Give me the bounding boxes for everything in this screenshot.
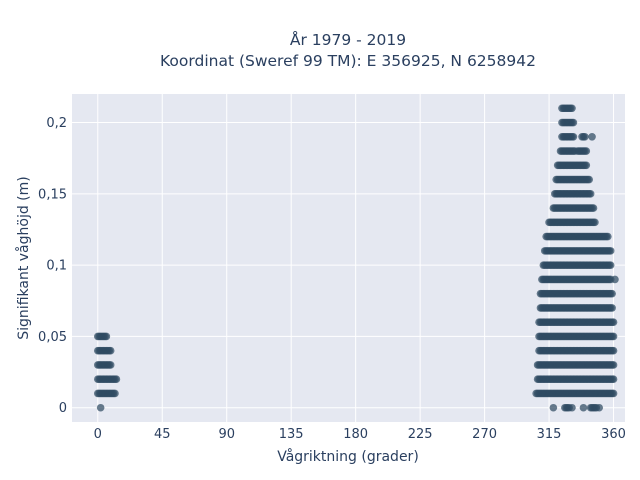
data-point	[609, 318, 618, 326]
data-point	[106, 346, 115, 355]
data-point	[609, 389, 618, 398]
data-point	[608, 289, 616, 298]
data-point	[589, 204, 598, 212]
x-axis-title: Vågriktning (grader)	[277, 448, 419, 465]
data-point	[606, 247, 615, 255]
x-tick-label: 45	[154, 427, 171, 442]
data-point	[102, 332, 111, 341]
y-tick-label: 0,15	[38, 187, 67, 202]
data-point	[96, 403, 105, 412]
plot-area	[72, 94, 625, 422]
x-tick-label: 0	[94, 427, 102, 442]
data-point	[586, 190, 595, 198]
chart-title-line-1: År 1979 - 2019	[290, 30, 406, 49]
data-point	[611, 275, 619, 284]
y-tick-label: 0	[59, 401, 67, 416]
data-point	[588, 132, 596, 141]
x-tick-label: 360	[601, 427, 626, 442]
data-point	[606, 261, 615, 269]
data-point	[595, 403, 604, 412]
x-tick-label: 270	[472, 427, 497, 442]
x-tick-label: 90	[218, 427, 235, 442]
x-axis-ticks: 0 45 90 135 180 225 270 315 360	[94, 427, 626, 442]
data-point	[568, 104, 576, 113]
data-point	[591, 218, 599, 227]
data-points	[93, 104, 619, 412]
x-tick-label: 315	[537, 427, 562, 442]
data-point	[112, 375, 121, 384]
grid-lines	[72, 94, 625, 422]
data-point	[609, 346, 618, 355]
data-point	[604, 232, 612, 241]
data-point	[111, 389, 119, 398]
data-point	[579, 403, 588, 412]
data-point	[608, 304, 616, 312]
data-point	[569, 132, 578, 141]
chart-title-line-2: Koordinat (Sweref 99 TM): E 356925, N 62…	[160, 52, 536, 70]
y-tick-label: 0,05	[38, 330, 67, 345]
data-point	[609, 375, 618, 384]
x-tick-label: 135	[279, 427, 304, 442]
data-point	[585, 175, 593, 184]
x-tick-label: 225	[408, 427, 433, 442]
y-tick-label: 0,1	[46, 259, 67, 274]
data-point	[549, 403, 558, 412]
data-point	[609, 361, 618, 369]
y-axis-title: Signifikant våghöjd (m)	[15, 176, 32, 339]
data-point	[582, 161, 591, 170]
data-point	[106, 361, 115, 369]
y-axis-ticks: 0 0,05 0,1 0,15 0,2	[38, 116, 67, 416]
data-point	[568, 403, 576, 412]
data-point	[581, 132, 589, 141]
data-point	[609, 332, 618, 341]
x-tick-label: 180	[343, 427, 368, 442]
y-tick-label: 0,2	[46, 116, 67, 131]
data-point	[582, 147, 591, 155]
data-point	[569, 118, 578, 127]
